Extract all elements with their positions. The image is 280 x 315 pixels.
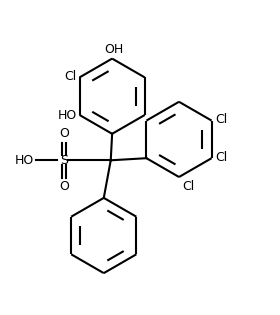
- Text: Cl: Cl: [182, 180, 194, 193]
- Text: HO: HO: [57, 108, 77, 122]
- Text: Cl: Cl: [215, 113, 227, 126]
- Text: S: S: [60, 153, 68, 167]
- Text: Cl: Cl: [216, 151, 228, 164]
- Text: HO: HO: [15, 154, 34, 167]
- Text: Cl: Cl: [64, 70, 77, 83]
- Text: OH: OH: [104, 43, 123, 56]
- Text: O: O: [59, 180, 69, 193]
- Text: O: O: [59, 127, 69, 140]
